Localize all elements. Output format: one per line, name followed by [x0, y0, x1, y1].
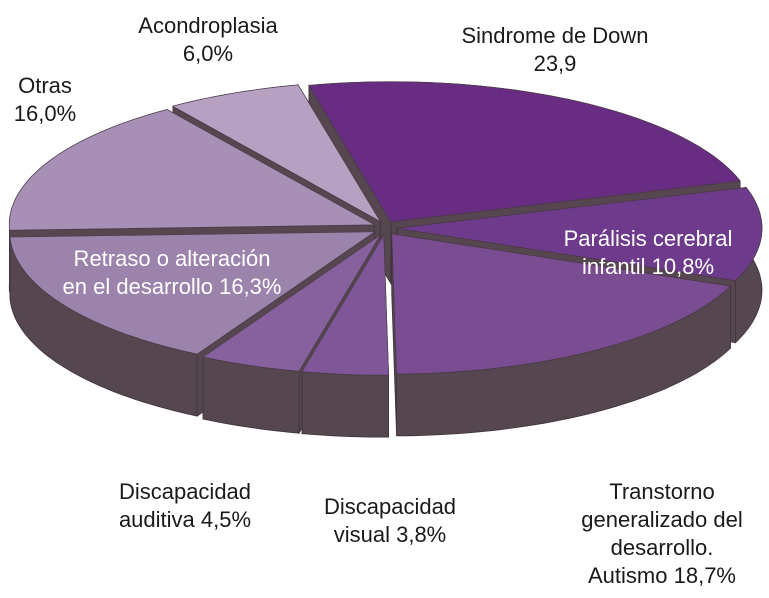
slice-label: Transtorno generalizado del desarrollo. …: [581, 478, 742, 590]
slice: [202, 234, 381, 372]
value-label: 4,5%: [200, 507, 252, 532]
slice-label: Discapacidad visual 3,8%: [324, 493, 456, 549]
slice-side: [301, 371, 389, 438]
category-label: Retraso o alteración en el desarrollo: [62, 246, 271, 299]
slice: [391, 233, 732, 375]
category-label: Discapacidad visual: [323, 494, 457, 547]
slice: [308, 81, 741, 223]
slice-label: Otras 16,0%: [14, 72, 76, 128]
slice: [172, 84, 382, 223]
value-label: 6,0%: [182, 41, 234, 66]
slice: [301, 234, 389, 376]
value-label: 3,8%: [396, 522, 447, 547]
value-label: 10,8%: [651, 254, 715, 279]
slice-label: Retraso o alteración en el desarrollo 16…: [63, 245, 282, 301]
category-label: Otras: [18, 73, 72, 98]
category-label: Discapacidad auditiva: [118, 479, 252, 532]
slice: [9, 109, 376, 231]
slice-label: Parálisis cerebral infantil 10,8%: [564, 225, 733, 281]
slice: [9, 231, 376, 355]
slice-label: Discapacidad auditiva 4,5%: [119, 478, 251, 534]
value-label: 18,7%: [673, 563, 736, 588]
category-label: Parálisis cerebral infantil: [563, 226, 733, 279]
value-label: 23,9: [533, 51, 577, 76]
value-label: 16,3%: [219, 274, 282, 299]
category-label: Transtorno generalizado del desarrollo. …: [581, 479, 743, 588]
value-label: 16,0%: [13, 101, 77, 126]
slice-label: Sindrome de Down 23,9: [461, 22, 648, 78]
category-label: Sindrome de Down: [461, 23, 649, 48]
category-label: Acondroplasia: [138, 13, 278, 38]
slice: [396, 187, 763, 281]
slice-label: Acondroplasia 6,0%: [138, 12, 277, 68]
